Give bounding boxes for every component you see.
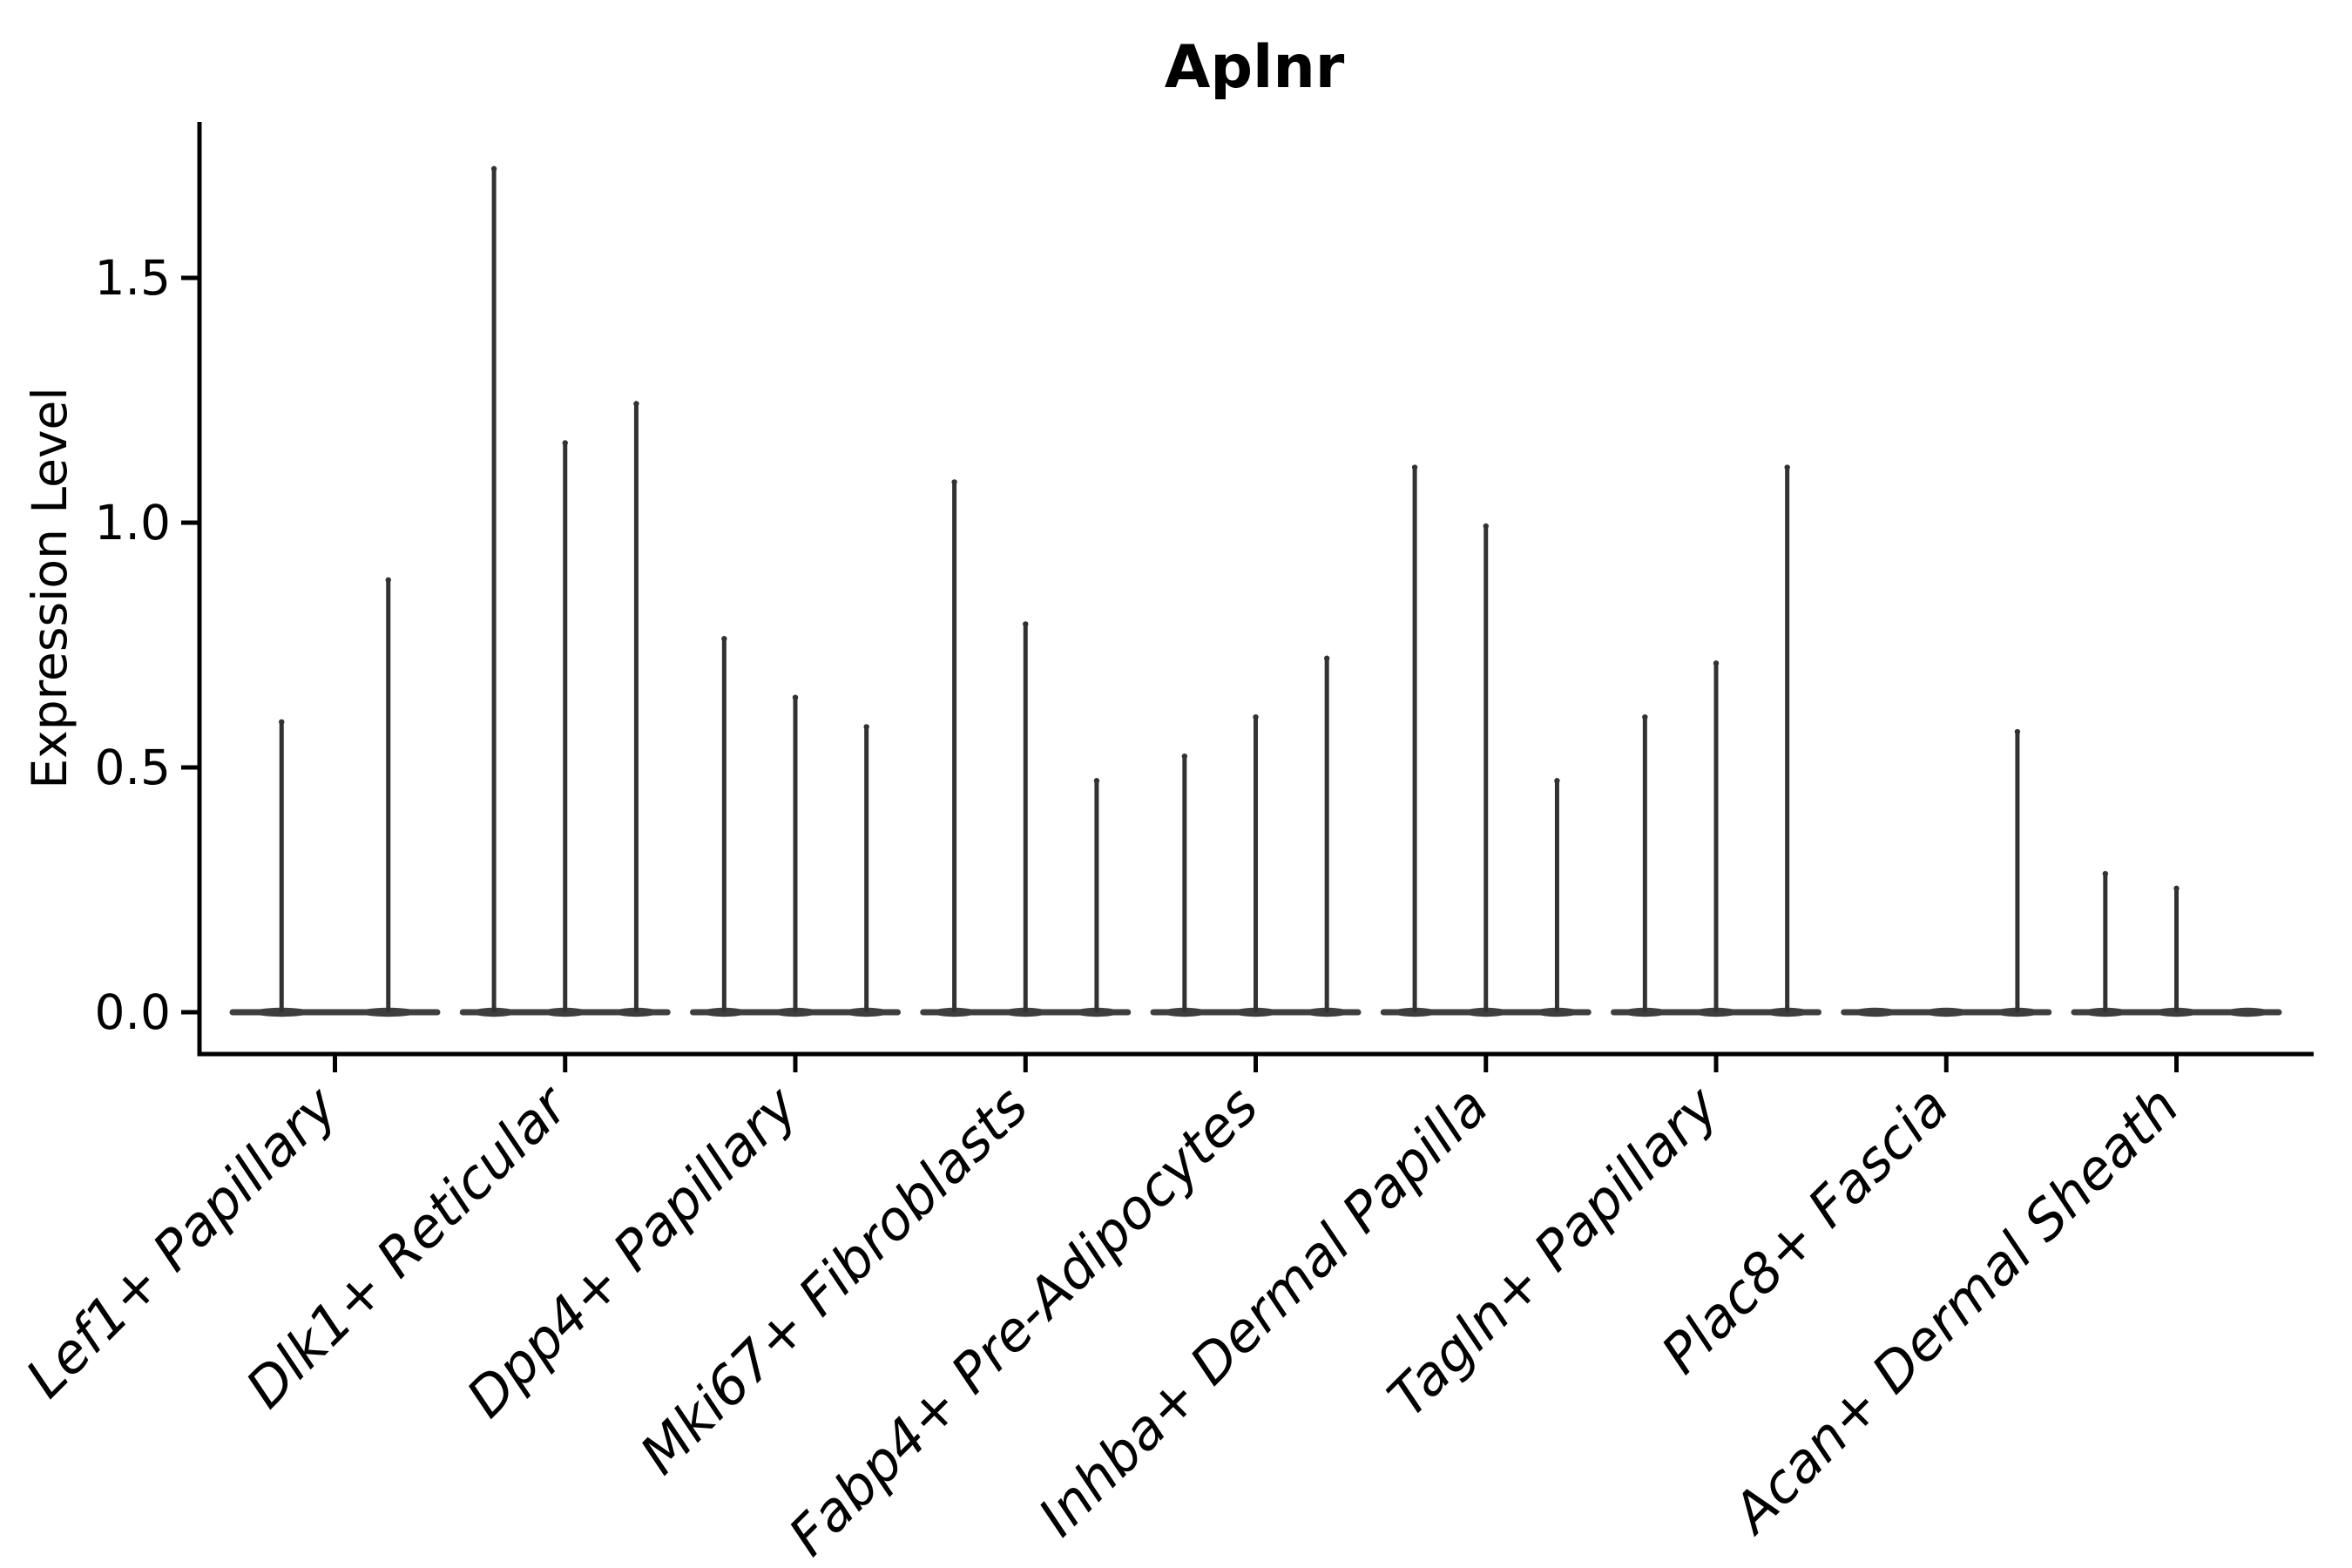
violin-group: Inhba+ Dermal Papilla [1026, 464, 1592, 1548]
x-tick-label: Mki67+ Fibroblasts [628, 1074, 1040, 1486]
violin-spike-tip [490, 166, 497, 172]
violin-spike-tip [1411, 464, 1418, 470]
y-tick-label: 1.5 [95, 250, 171, 306]
violin-spike-tip [1181, 753, 1188, 760]
y-axis-label: Expression Level [22, 387, 78, 788]
violin-spike-tip [279, 719, 285, 725]
violin-spike-tip [1323, 655, 1330, 661]
x-tick-label: Inhba+ Dermal Papilla [1026, 1074, 1500, 1548]
violin-spike-tip [1023, 621, 1029, 627]
violin-body [1852, 1007, 1898, 1017]
violin-spike-tip [1713, 660, 1720, 666]
x-tick-label: Acan+ Dermal Sheath [1718, 1074, 2191, 1547]
violin-body [1923, 1007, 1970, 1017]
y-tick-label: 0.5 [95, 740, 171, 795]
violin-spike-tip [1784, 464, 1790, 470]
violin-spike-tip [792, 694, 799, 700]
violin-group: Dlk1+ Reticular [233, 166, 671, 1420]
y-tick-label: 1.0 [95, 495, 171, 551]
violin-spike-tip [1253, 713, 1259, 720]
y-tick-label: 0.0 [95, 984, 171, 1040]
violin-spike-tip [1483, 523, 1489, 530]
violin-spike-tip [633, 401, 639, 407]
violin-spike-tip [2173, 885, 2180, 892]
violin-spike-tip [863, 724, 869, 730]
chart-title: Aplnr [1165, 33, 1345, 102]
x-tick-label: Fabp4+ Pre-Adipocytes [776, 1074, 1270, 1568]
violin-group: Fabp4+ Pre-Adipocytes [776, 655, 1362, 1568]
violin-spike-tip [721, 636, 727, 642]
violin-spike-tip [1554, 778, 1560, 784]
violin-spike-tip [1093, 778, 1100, 784]
violin-spike-tip [951, 479, 957, 485]
violin-spike-tip [385, 577, 391, 584]
violin-spike-tip [1642, 713, 1648, 720]
violin-body [2225, 1007, 2271, 1017]
violin-spike-tip [2014, 728, 2021, 735]
violin-spike-tip [2102, 870, 2109, 877]
violin-spike-tip [562, 440, 568, 446]
